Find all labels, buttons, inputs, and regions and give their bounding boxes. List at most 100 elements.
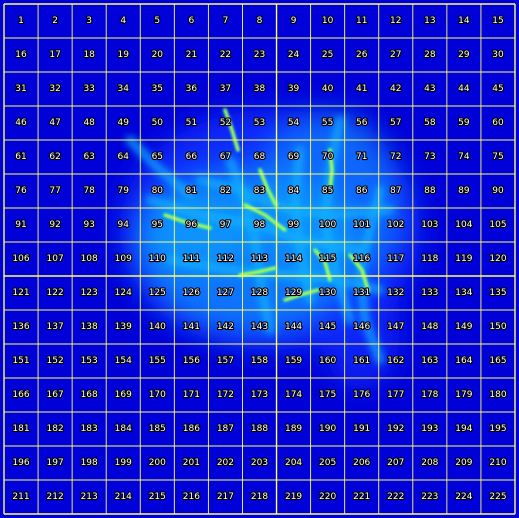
cell-number-label: 65 [152, 152, 163, 162]
cell-number-label: 167 [47, 390, 64, 400]
cell-number-label: 20 [152, 50, 164, 60]
cell-number-label: 129 [285, 288, 302, 298]
cell-number-label: 152 [47, 356, 64, 366]
cell-number-label: 130 [319, 288, 336, 298]
cell-number-label: 18 [83, 50, 95, 60]
cell-number-label: 1 [18, 16, 24, 26]
cell-number-label: 108 [81, 254, 98, 264]
cell-number-label: 62 [49, 152, 60, 162]
cell-number-label: 197 [47, 458, 64, 468]
cell-number-label: 119 [455, 254, 472, 264]
cell-number-label: 72 [390, 152, 401, 162]
cell-number-label: 165 [489, 356, 506, 366]
cell-number-label: 204 [285, 458, 302, 468]
cell-number-label: 106 [12, 254, 29, 264]
cell-number-label: 178 [421, 390, 438, 400]
cell-number-label: 157 [217, 356, 234, 366]
cell-number-label: 41 [356, 84, 367, 94]
cell-number-label: 154 [115, 356, 132, 366]
cell-number-label: 76 [15, 186, 27, 196]
cell-number-label: 96 [186, 220, 198, 230]
cell-number-label: 78 [83, 186, 95, 196]
cell-number-label: 17 [49, 50, 60, 60]
cell-number-label: 48 [83, 118, 95, 128]
cell-number-label: 70 [322, 152, 334, 162]
cell-number-label: 46 [15, 118, 27, 128]
cell-number-label: 110 [149, 254, 166, 264]
cell-number-label: 60 [492, 118, 504, 128]
cell-number-label: 56 [356, 118, 368, 128]
cell-number-label: 69 [288, 152, 300, 162]
cell-number-label: 146 [353, 322, 370, 332]
cell-number-label: 39 [288, 84, 300, 94]
cell-number-label: 192 [387, 424, 404, 434]
cell-number-label: 179 [455, 390, 472, 400]
cell-number-label: 150 [489, 322, 506, 332]
cell-number-label: 49 [118, 118, 130, 128]
cell-number-label: 137 [47, 322, 64, 332]
cell-number-label: 107 [47, 254, 64, 264]
cell-number-label: 74 [458, 152, 470, 162]
cell-number-label: 47 [49, 118, 60, 128]
cell-number-label: 162 [387, 356, 404, 366]
cell-number-label: 32 [49, 84, 60, 94]
cell-number-label: 142 [217, 322, 234, 332]
cell-number-label: 190 [319, 424, 336, 434]
cell-number-label: 170 [149, 390, 166, 400]
cell-number-label: 5 [154, 16, 160, 26]
cell-number-label: 225 [489, 492, 506, 502]
cell-number-label: 148 [421, 322, 438, 332]
cell-number-label: 61 [15, 152, 26, 162]
cell-number-label: 57 [390, 118, 401, 128]
cell-number-label: 87 [390, 186, 401, 196]
cell-number-label: 174 [285, 390, 302, 400]
cell-number-label: 200 [149, 458, 166, 468]
cell-number-label: 23 [254, 50, 265, 60]
cell-number-label: 64 [118, 152, 130, 162]
cell-number-label: 216 [183, 492, 200, 502]
cell-number-label: 141 [183, 322, 200, 332]
cell-number-label: 59 [458, 118, 470, 128]
cell-number-label: 55 [322, 118, 333, 128]
cell-number-label: 147 [387, 322, 404, 332]
cell-number-label: 133 [421, 288, 438, 298]
cell-number-label: 44 [458, 84, 470, 94]
cell-number-label: 156 [183, 356, 200, 366]
cell-number-label: 144 [285, 322, 302, 332]
cell-number-label: 224 [455, 492, 472, 502]
cell-number-label: 31 [15, 84, 26, 94]
cell-number-label: 19 [118, 50, 130, 60]
cell-number-label: 206 [353, 458, 370, 468]
cell-number-label: 187 [217, 424, 234, 434]
cell-number-label: 11 [356, 16, 367, 26]
cell-number-label: 223 [421, 492, 438, 502]
cell-number-label: 209 [455, 458, 472, 468]
cell-number-label: 214 [115, 492, 132, 502]
cell-number-label: 40 [322, 84, 334, 94]
cell-number-label: 208 [421, 458, 438, 468]
cell-number-label: 99 [288, 220, 300, 230]
cell-number-label: 105 [489, 220, 506, 230]
cell-number-label: 171 [183, 390, 200, 400]
cell-number-label: 73 [424, 152, 435, 162]
cell-number-label: 94 [118, 220, 130, 230]
cell-number-label: 85 [322, 186, 333, 196]
cell-number-label: 54 [288, 118, 300, 128]
cell-number-label: 51 [186, 118, 197, 128]
cell-number-label: 183 [81, 424, 98, 434]
cell-number-label: 34 [118, 84, 130, 94]
cell-number-label: 6 [189, 16, 195, 26]
cell-number-label: 211 [12, 492, 29, 502]
cell-number-label: 149 [455, 322, 472, 332]
cell-number-label: 25 [322, 50, 333, 60]
cell-number-label: 136 [12, 322, 29, 332]
cell-number-label: 166 [12, 390, 29, 400]
cell-number-label: 139 [115, 322, 132, 332]
cell-number-label: 24 [288, 50, 300, 60]
cell-number-label: 160 [319, 356, 336, 366]
cell-number-label: 53 [254, 118, 265, 128]
cell-number-label: 196 [12, 458, 29, 468]
cell-number-label: 80 [152, 186, 164, 196]
cell-number-label: 173 [251, 390, 268, 400]
